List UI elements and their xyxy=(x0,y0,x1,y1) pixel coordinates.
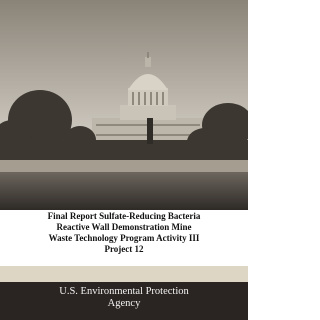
divider-band xyxy=(0,266,248,282)
title-line: Waste Technology Program Activity III xyxy=(0,233,248,244)
book-title: Final Report Sulfate-Reducing Bacteria R… xyxy=(0,211,248,255)
publisher-line: Agency xyxy=(0,298,248,310)
publisher: U.S. Environmental Protection Agency xyxy=(0,282,248,320)
title-line: Reactive Wall Demonstration Mine xyxy=(0,222,248,233)
cover-photo xyxy=(0,0,248,210)
book-cover: Final Report Sulfate-Reducing Bacteria R… xyxy=(0,0,248,320)
publisher-line: U.S. Environmental Protection xyxy=(0,286,248,298)
title-line: Project 12 xyxy=(0,244,248,255)
title-line: Final Report Sulfate-Reducing Bacteria xyxy=(0,211,248,222)
